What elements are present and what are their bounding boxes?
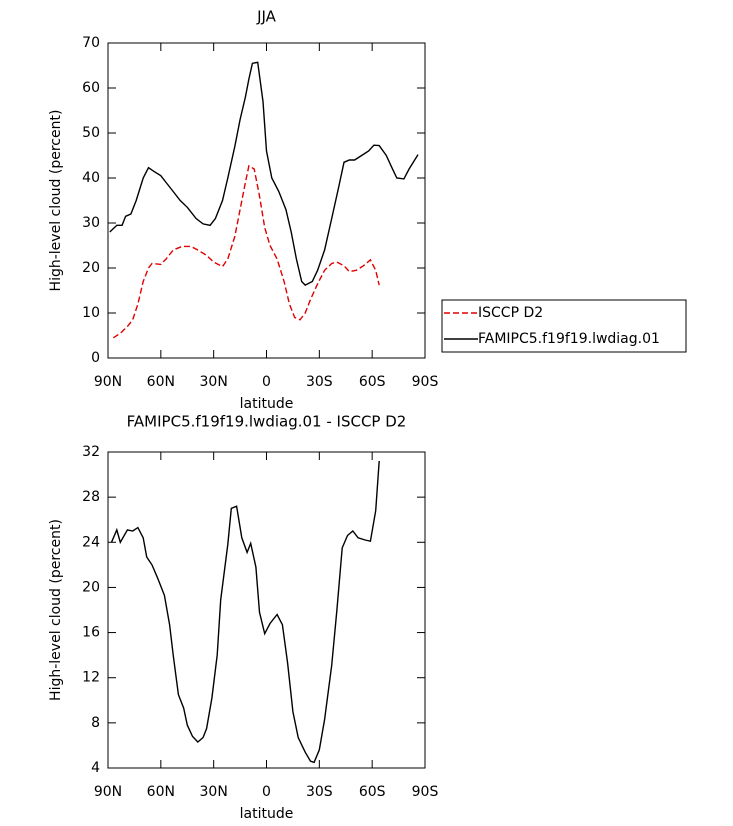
x-tick-label: 60S bbox=[359, 784, 386, 800]
y-tick-label: 20 bbox=[82, 260, 100, 276]
y-tick-label: 24 bbox=[82, 534, 100, 550]
x-tick-label: 90N bbox=[94, 374, 122, 390]
x-tick-label: 30N bbox=[200, 374, 228, 390]
x-tick-label: 0 bbox=[262, 374, 271, 390]
data-line bbox=[112, 164, 380, 339]
legend-label: FAMIPC5.f19f19.lwdiag.01 bbox=[478, 331, 660, 347]
legend-box bbox=[441, 299, 687, 353]
plot-frame bbox=[107, 42, 426, 359]
plot-frame bbox=[107, 451, 426, 769]
chart-title: FAMIPC5.f19f19.lwdiag.01 - ISCCP D2 bbox=[127, 413, 407, 431]
y-tick-label: 30 bbox=[82, 215, 100, 231]
x-tick-label: 60S bbox=[359, 374, 386, 390]
y-tick-label: 4 bbox=[91, 760, 100, 776]
data-line bbox=[110, 460, 380, 764]
x-tick-label: 30S bbox=[306, 374, 333, 390]
chart-title: JJA bbox=[256, 8, 277, 26]
x-tick-label: 30N bbox=[200, 784, 228, 800]
y-tick-label: 70 bbox=[82, 35, 100, 51]
y-tick-label: 20 bbox=[82, 579, 100, 595]
legend-label: ISCCP D2 bbox=[478, 305, 543, 321]
y-tick-label: 16 bbox=[82, 625, 100, 641]
y-tick-label: 40 bbox=[82, 170, 100, 186]
x-tick-label: 30S bbox=[306, 784, 333, 800]
y-tick-label: 10 bbox=[82, 305, 100, 321]
x-tick-label: 90N bbox=[94, 784, 122, 800]
y-tick-label: 12 bbox=[82, 670, 100, 686]
y-tick-label: 32 bbox=[82, 444, 100, 460]
y-tick-label: 0 bbox=[91, 350, 100, 366]
x-axis-label: latitude bbox=[240, 806, 294, 822]
y-tick-label: 50 bbox=[82, 125, 100, 141]
y-axis-label: High-level cloud (percent) bbox=[48, 110, 64, 292]
x-axis-label: latitude bbox=[240, 396, 294, 412]
x-tick-label: 60N bbox=[147, 784, 175, 800]
x-tick-label: 60N bbox=[147, 374, 175, 390]
y-tick-label: 28 bbox=[82, 489, 100, 505]
data-line bbox=[109, 61, 419, 286]
x-tick-label: 0 bbox=[262, 784, 271, 800]
y-axis-label: High-level cloud (percent) bbox=[48, 519, 64, 701]
y-tick-label: 8 bbox=[91, 715, 100, 731]
y-tick-label: 60 bbox=[82, 80, 100, 96]
x-tick-label: 90S bbox=[412, 784, 439, 800]
x-tick-label: 90S bbox=[412, 374, 439, 390]
